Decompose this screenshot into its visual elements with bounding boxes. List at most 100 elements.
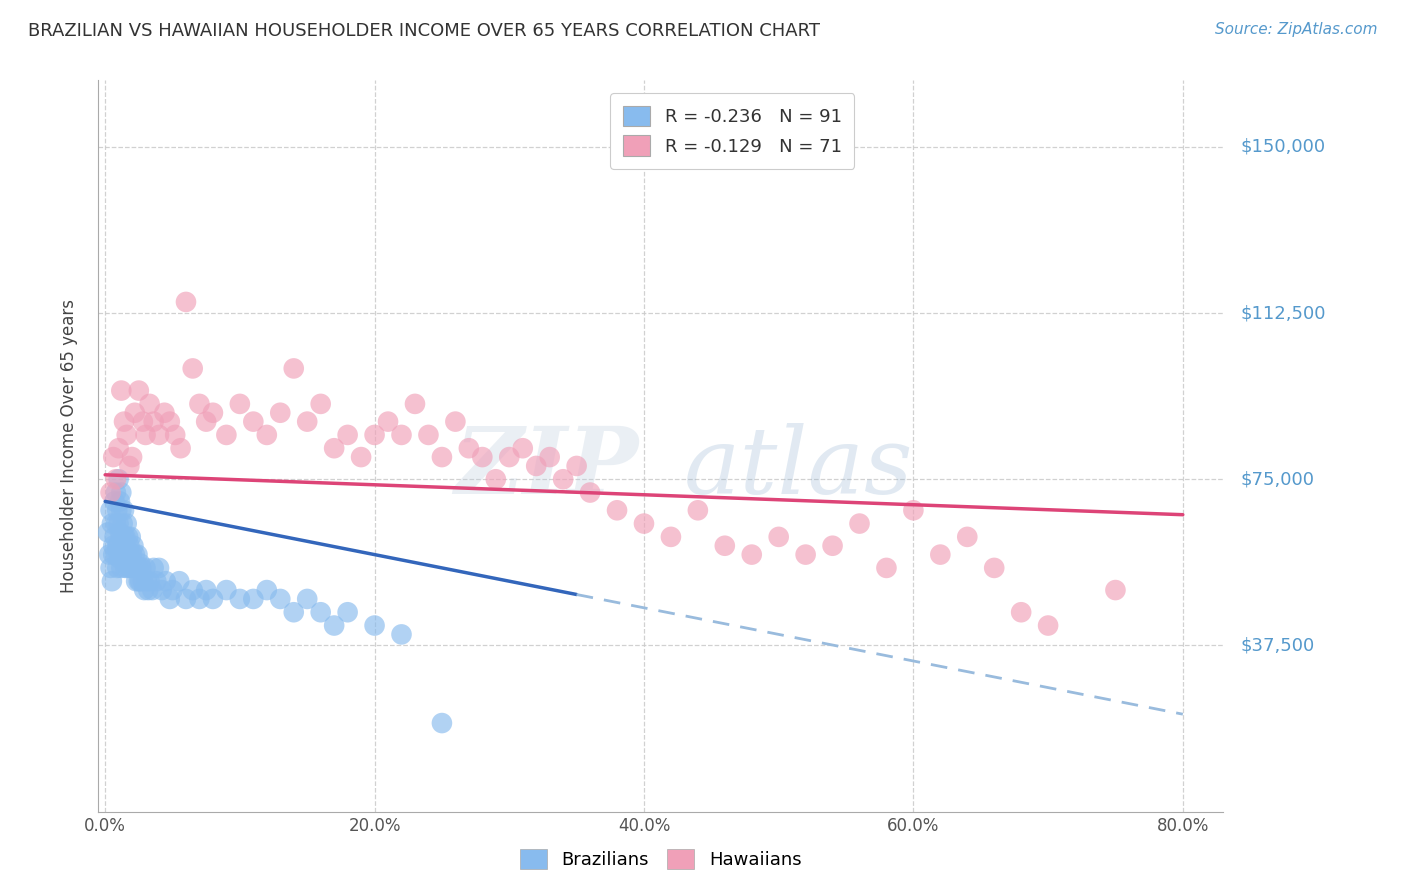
- Point: [118, 458, 141, 473]
- Point: [124, 561, 146, 575]
- Point: [107, 539, 129, 553]
- Point: [124, 406, 146, 420]
- Point: [336, 605, 359, 619]
- Point: [118, 539, 141, 553]
- Point: [165, 428, 187, 442]
- Point: [1104, 583, 1126, 598]
- Point: [111, 516, 134, 531]
- Point: [283, 605, 305, 619]
- Point: [122, 539, 145, 553]
- Point: [142, 561, 165, 575]
- Point: [138, 397, 160, 411]
- Point: [929, 548, 952, 562]
- Point: [115, 428, 138, 442]
- Point: [118, 548, 141, 562]
- Point: [120, 530, 142, 544]
- Point: [309, 605, 332, 619]
- Point: [821, 539, 844, 553]
- Point: [391, 428, 413, 442]
- Point: [714, 539, 737, 553]
- Point: [122, 557, 145, 571]
- Point: [201, 591, 224, 606]
- Point: [768, 530, 790, 544]
- Point: [104, 516, 127, 531]
- Point: [404, 397, 426, 411]
- Point: [112, 415, 135, 429]
- Point: [112, 530, 135, 544]
- Point: [107, 441, 129, 455]
- Point: [114, 539, 136, 553]
- Point: [512, 441, 534, 455]
- Point: [145, 574, 167, 589]
- Point: [127, 548, 149, 562]
- Point: [377, 415, 399, 429]
- Text: $37,500: $37,500: [1240, 637, 1315, 655]
- Point: [125, 561, 148, 575]
- Point: [121, 450, 143, 464]
- Point: [215, 428, 238, 442]
- Point: [418, 428, 440, 442]
- Point: [104, 485, 127, 500]
- Point: [430, 716, 453, 731]
- Point: [135, 574, 157, 589]
- Point: [524, 458, 547, 473]
- Point: [256, 428, 278, 442]
- Point: [134, 583, 156, 598]
- Point: [297, 591, 319, 606]
- Text: $112,500: $112,500: [1240, 304, 1326, 322]
- Point: [107, 472, 129, 486]
- Point: [1036, 618, 1059, 632]
- Point: [269, 591, 291, 606]
- Point: [457, 441, 479, 455]
- Point: [125, 574, 148, 589]
- Point: [124, 548, 146, 562]
- Point: [110, 561, 132, 575]
- Point: [142, 415, 165, 429]
- Point: [565, 458, 588, 473]
- Point: [174, 591, 197, 606]
- Point: [128, 384, 150, 398]
- Point: [101, 516, 124, 531]
- Point: [148, 561, 170, 575]
- Point: [323, 618, 346, 632]
- Text: $150,000: $150,000: [1240, 137, 1326, 156]
- Point: [120, 561, 142, 575]
- Point: [129, 574, 152, 589]
- Point: [114, 561, 136, 575]
- Point: [103, 548, 125, 562]
- Point: [659, 530, 682, 544]
- Point: [115, 516, 138, 531]
- Point: [269, 406, 291, 420]
- Point: [283, 361, 305, 376]
- Point: [117, 530, 139, 544]
- Point: [538, 450, 561, 464]
- Point: [115, 548, 138, 562]
- Point: [100, 485, 122, 500]
- Point: [110, 485, 132, 500]
- Point: [606, 503, 628, 517]
- Point: [195, 415, 218, 429]
- Point: [128, 574, 150, 589]
- Point: [100, 561, 122, 575]
- Point: [363, 428, 385, 442]
- Point: [242, 415, 264, 429]
- Point: [108, 552, 131, 566]
- Point: [103, 494, 125, 508]
- Point: [201, 406, 224, 420]
- Point: [181, 361, 204, 376]
- Point: [132, 574, 155, 589]
- Point: [107, 516, 129, 531]
- Legend: R = -0.236   N = 91, R = -0.129   N = 71: R = -0.236 N = 91, R = -0.129 N = 71: [610, 93, 855, 169]
- Point: [553, 472, 575, 486]
- Point: [363, 618, 385, 632]
- Point: [111, 548, 134, 562]
- Text: atlas: atlas: [683, 423, 912, 513]
- Point: [195, 583, 218, 598]
- Point: [111, 539, 134, 553]
- Point: [633, 516, 655, 531]
- Point: [444, 415, 467, 429]
- Point: [350, 450, 373, 464]
- Point: [135, 561, 157, 575]
- Point: [159, 591, 181, 606]
- Point: [107, 548, 129, 562]
